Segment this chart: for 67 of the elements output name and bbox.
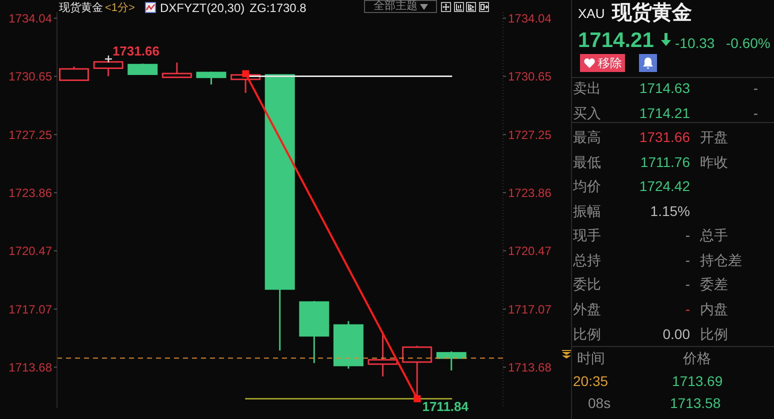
text: 最低 (573, 153, 601, 171)
text: 0.00 (662, 325, 690, 343)
text: 08s (588, 394, 611, 412)
text: 振幅 (573, 202, 601, 220)
text: 总持 (573, 251, 601, 269)
text: 委比 (573, 275, 601, 293)
y2-tick-label: 1730.65 (508, 70, 552, 84)
text: 开盘 (700, 128, 728, 146)
annotation: 1731.66 (112, 43, 160, 58)
text: 1714.21 (578, 28, 654, 52)
y-tick-label: 1717.07 (8, 302, 52, 316)
y-tick-label: 1734.04 (8, 11, 52, 26)
text: 1713.69 (672, 372, 723, 390)
text: 买入 (573, 104, 601, 122)
text: - (753, 79, 758, 97)
y2-tick-label: 1717.07 (508, 302, 552, 316)
text: - (753, 104, 758, 122)
y2-tick-label: 1723.86 (508, 186, 552, 200)
text: -10.33 (675, 34, 715, 52)
text: 比例 (573, 325, 601, 343)
annotation: 1711.84 (422, 399, 470, 414)
text: - (685, 275, 690, 293)
text: 价格 (683, 349, 711, 367)
text: - (685, 300, 690, 318)
text: 外盘 (573, 300, 601, 318)
y-tick-label: 1713.68 (8, 360, 52, 374)
text: 1.15% (650, 202, 690, 220)
y2-tick-label: 1727.25 (508, 128, 552, 142)
y-tick-label: 1720.47 (8, 244, 52, 258)
text: 1731.66 (639, 128, 690, 146)
text: 1714.63 (639, 79, 690, 97)
text: 委差 (700, 275, 728, 293)
text: 昨收 (700, 153, 728, 171)
text: - (685, 251, 690, 269)
y-tick-label: 1727.25 (8, 128, 52, 142)
text: 1711.76 (640, 153, 690, 171)
y-tick-label: 1723.86 (8, 186, 52, 200)
text: 20:35 (573, 372, 608, 390)
annotation: ZG:1730.8 (250, 0, 306, 14)
text: -0.60% (726, 34, 770, 52)
text: 1714.21 (639, 104, 690, 122)
text: 卖出 (573, 79, 601, 97)
text: 移除 (598, 55, 622, 71)
dropdown-button[interactable]: 全部主题 (364, 0, 437, 13)
annotation: 全部主题 (374, 0, 418, 12)
annotation: DXFYZT(20,30) (160, 0, 245, 14)
y2-tick-label: 1720.47 (508, 244, 552, 258)
y2-tick-label: 1734.04 (508, 11, 552, 26)
chart-title: 现货黄金 (59, 1, 103, 15)
text: 总手 (700, 226, 728, 244)
text: 1724.42 (639, 177, 690, 195)
bell-button[interactable] (639, 54, 657, 72)
chart-subtitle: <1分> (105, 1, 135, 15)
y-tick-label: 1730.65 (8, 70, 52, 84)
text: 持仓差 (700, 251, 742, 269)
remove-button[interactable] (580, 54, 625, 72)
text: 最高 (573, 128, 601, 146)
text: 均价 (573, 177, 601, 195)
text: 1713.58 (670, 394, 721, 412)
text: 比例 (700, 325, 728, 343)
text: 时间 (577, 349, 605, 367)
text: XAU (578, 6, 605, 21)
text: 现货黄金 (612, 1, 692, 25)
text: 现手 (573, 226, 601, 244)
y2-tick-label: 1713.68 (508, 360, 552, 374)
text: 内盘 (700, 300, 728, 318)
text: - (685, 226, 690, 244)
